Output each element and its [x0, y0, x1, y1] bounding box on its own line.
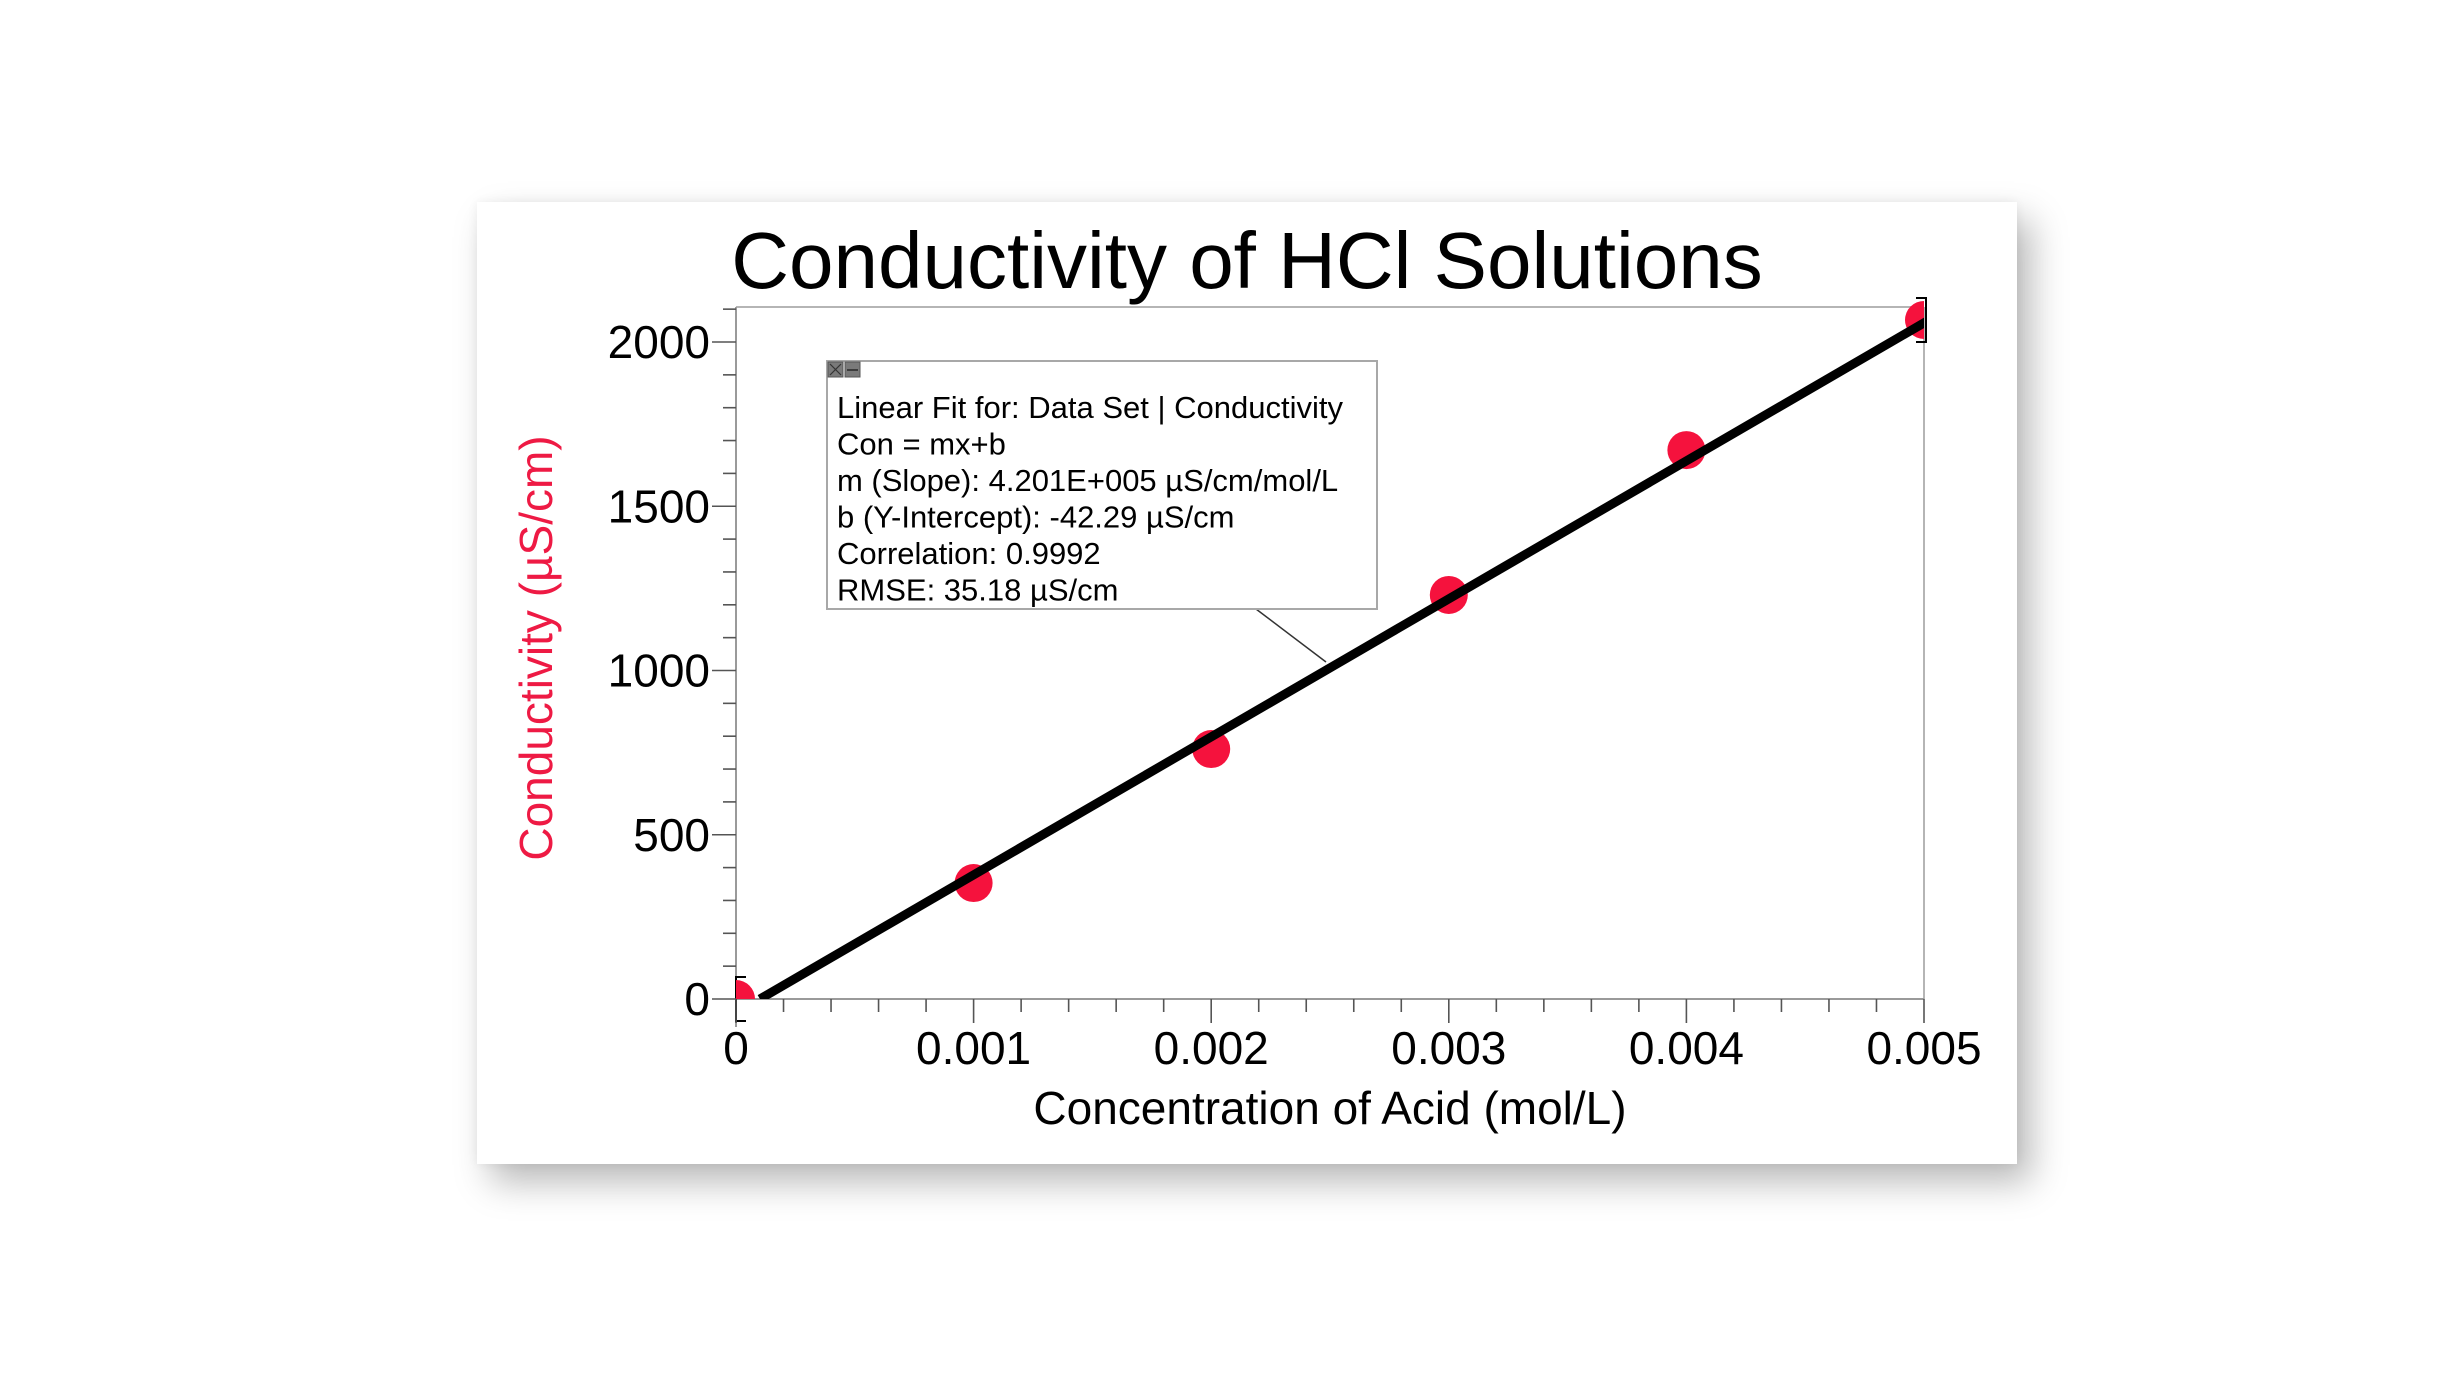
annotation-line: Correlation: 0.9992 — [837, 536, 1101, 571]
x-tick-label: 0.002 — [1154, 1022, 1269, 1074]
plot-area — [717, 300, 1936, 1018]
x-tick-label: 0.001 — [916, 1022, 1031, 1074]
data-point[interactable] — [717, 980, 755, 1018]
y-tick-label: 1000 — [608, 645, 710, 697]
annotation-line: Linear Fit for: Data Set | Conductivity — [837, 390, 1343, 425]
x-tick-label: 0 — [723, 1022, 749, 1074]
annotation-text: Linear Fit for: Data Set | ConductivityC… — [837, 390, 1343, 608]
annotation-box — [826, 360, 1378, 610]
annotation-line: b (Y-Intercept): -42.29 µS/cm — [837, 500, 1235, 535]
y-tick-label: 500 — [633, 809, 710, 861]
linear-fit-annotation[interactable]: Linear Fit for: Data Set | ConductivityC… — [826, 360, 1378, 610]
x-tick-label: 0.003 — [1391, 1022, 1506, 1074]
minimize-icon[interactable] — [844, 361, 861, 378]
annotation-line: Con = mx+b — [837, 427, 1006, 462]
plot-frame — [735, 296, 1927, 1027]
x-tick-label: 0.005 — [1866, 1022, 1981, 1074]
x-axis: 0 0.001 0.002 0.003 0.004 0.005 — [723, 999, 1982, 1074]
y-tick-label: 2000 — [608, 316, 710, 368]
chart-title: Conductivity of HCl Solutions — [731, 216, 1763, 305]
selection-bracket-right[interactable] — [1916, 296, 1927, 343]
y-tick-label: 0 — [684, 973, 710, 1025]
annotation-line: m (Slope): 4.201E+005 µS/cm/mol/L — [837, 463, 1338, 498]
close-icon[interactable] — [827, 361, 844, 378]
annotation-leader-line — [1255, 608, 1327, 663]
y-axis-title: Conductivity (µS/cm) — [510, 435, 562, 860]
y-tick-label: 1500 — [608, 480, 710, 532]
linear-fit-line[interactable] — [757, 316, 1936, 999]
y-axis: 0 500 1000 1500 2000 — [608, 308, 736, 1025]
annotation-line: RMSE: 35.18 µS/cm — [837, 573, 1118, 608]
x-tick-label: 0.004 — [1629, 1022, 1744, 1074]
x-axis-title: Concentration of Acid (mol/L) — [1033, 1082, 1626, 1134]
